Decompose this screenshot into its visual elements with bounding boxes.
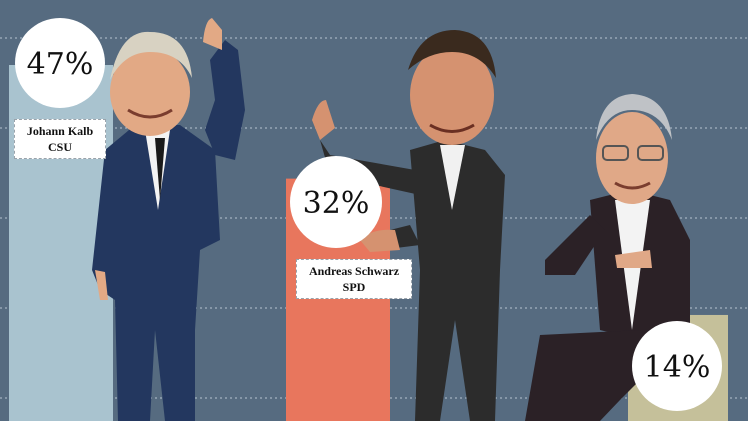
candidate-name-2: Andreas Schwarz bbox=[308, 264, 400, 278]
value-bubble-circle-2 bbox=[290, 156, 382, 248]
candidate-figure-1 bbox=[92, 18, 245, 421]
value-label-2: 32% bbox=[303, 186, 370, 221]
candidate-label-1: Johann Kalb CSU bbox=[14, 119, 106, 159]
candidate-name-1: Johann Kalb bbox=[26, 124, 94, 138]
value-bubble-3: 14% bbox=[632, 321, 722, 411]
value-bubble-circle-3 bbox=[632, 321, 722, 411]
value-label-3: 14% bbox=[644, 350, 711, 385]
value-bubble-1: 47% bbox=[15, 18, 105, 108]
value-label-1: 47% bbox=[27, 47, 94, 82]
candidate-label-2: Andreas Schwarz SPD bbox=[296, 259, 412, 299]
value-bubble-2: 32% bbox=[290, 156, 382, 248]
value-bubble-circle-1 bbox=[15, 18, 105, 108]
candidate-party-1: CSU bbox=[47, 140, 72, 154]
candidate-figure-3 bbox=[525, 94, 690, 421]
candidate-figure-2 bbox=[312, 30, 505, 421]
candidate-party-2: SPD bbox=[342, 280, 366, 294]
